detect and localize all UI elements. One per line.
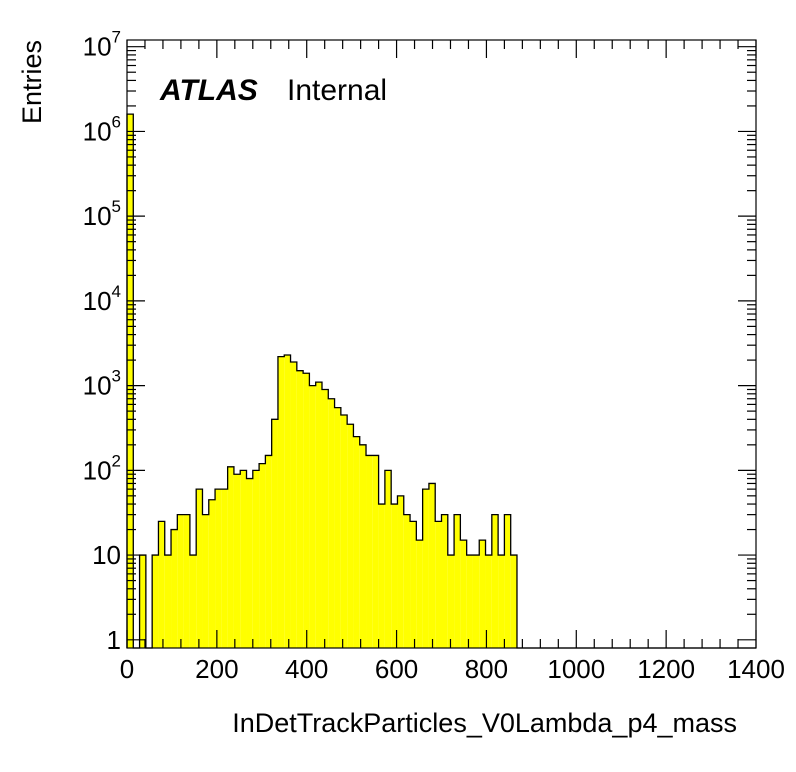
histogram-bar — [391, 504, 398, 648]
histogram-bar — [498, 555, 505, 648]
y-tick-label: 103 — [83, 367, 121, 401]
histogram-bar — [259, 463, 266, 648]
histogram-bar — [397, 495, 404, 648]
histogram-bar — [472, 555, 480, 648]
histogram-bar — [353, 436, 360, 648]
histogram-bar — [309, 385, 316, 648]
x-tick-label: 800 — [465, 654, 508, 684]
histogram-bar — [466, 555, 473, 648]
histogram-bar — [271, 419, 278, 648]
histogram-bar — [460, 540, 467, 648]
histogram-bar — [366, 455, 373, 648]
histogram-bar — [196, 489, 203, 648]
internal-label: Internal — [287, 74, 387, 107]
histogram-bar — [479, 540, 486, 648]
histogram-bar — [491, 514, 499, 648]
histogram-bar — [127, 114, 134, 648]
x-axis-title: InDetTrackParticles_V0Lambda_p4_mass — [232, 708, 737, 738]
histogram-bar — [233, 474, 241, 648]
y-tick-labels: 1 10 102 103 104 105 106 107 — [83, 28, 121, 655]
histogram-bar — [164, 555, 172, 648]
histogram-bar — [378, 504, 385, 648]
histogram-bar — [177, 514, 184, 648]
histogram-bar — [158, 521, 165, 648]
x-tick-label: 1000 — [547, 654, 605, 684]
x-tick-labels: 0 200 400 600 800 1000 1200 1400 — [120, 654, 785, 684]
histogram-bar — [435, 521, 442, 648]
histogram-bar — [510, 555, 517, 648]
y-tick-label: 1 — [107, 625, 121, 655]
histogram-bar — [277, 356, 285, 648]
histogram-bar — [296, 370, 304, 648]
x-tick-label: 400 — [285, 654, 328, 684]
histogram-bars — [127, 114, 517, 648]
histogram-bar — [428, 483, 436, 648]
y-tick-label: 104 — [83, 282, 121, 316]
plot-frame — [126, 39, 757, 649]
x-tick-label: 0 — [120, 654, 134, 684]
histogram-bar — [504, 514, 511, 648]
axis-ticks — [126, 40, 757, 648]
histogram-bar — [152, 555, 159, 648]
histogram-bar — [347, 424, 354, 648]
histogram-bar — [202, 514, 209, 648]
histogram-bar — [215, 489, 222, 648]
histogram-bar — [334, 407, 341, 648]
x-tick-label: 600 — [375, 654, 418, 684]
histogram-bar — [410, 521, 417, 648]
histogram-bar — [359, 444, 367, 648]
y-tick-label: 102 — [83, 451, 121, 485]
histogram-bar — [315, 382, 322, 648]
x-tick-label: 200 — [195, 654, 238, 684]
histogram-bar — [321, 389, 329, 648]
histogram-bar — [447, 555, 455, 648]
histogram-bar — [422, 489, 429, 648]
y-tick-label: 10 — [92, 540, 121, 570]
histogram-bar — [303, 373, 310, 648]
x-tick-label: 1400 — [727, 654, 785, 684]
histogram-bar — [416, 540, 423, 648]
histogram-bar — [454, 514, 461, 648]
histogram-bar — [208, 499, 216, 648]
histogram-bar — [485, 555, 492, 648]
histogram-bar — [403, 514, 411, 648]
histogram-bar — [189, 555, 197, 648]
histogram-bar — [139, 555, 146, 648]
y-tick-label: 105 — [83, 197, 121, 231]
histogram-bar — [171, 529, 178, 648]
histogram-bar — [441, 514, 448, 648]
histogram-bar — [290, 361, 297, 648]
histogram-bar — [183, 514, 190, 648]
histogram-bar — [284, 354, 291, 648]
y-axis-title: Entries — [17, 40, 47, 124]
histogram-bar — [252, 470, 260, 648]
histogram-bar — [246, 478, 253, 648]
histogram-bar — [265, 455, 272, 648]
x-tick-label: 1200 — [637, 654, 695, 684]
histogram-bar — [240, 470, 247, 648]
histogram-bar — [227, 466, 234, 648]
histogram-bar — [328, 398, 335, 648]
histogram-bar — [372, 455, 379, 648]
histogram-bar — [221, 489, 228, 648]
atlas-label: ATLAS — [159, 74, 258, 107]
histogram-bar — [384, 470, 392, 648]
y-tick-label: 107 — [83, 28, 121, 62]
histogram-bar — [340, 414, 348, 648]
y-tick-label: 106 — [83, 112, 121, 146]
